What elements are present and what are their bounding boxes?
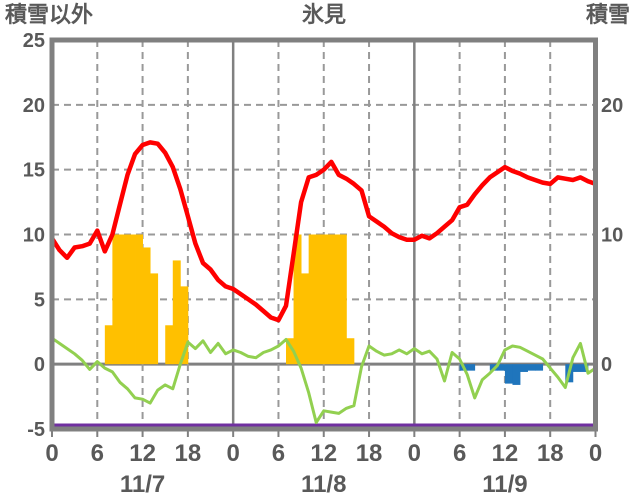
blue-bars-bar bbox=[520, 364, 528, 372]
right-axis-title: 積雪 bbox=[585, 2, 630, 27]
chart-title: 氷見 bbox=[301, 2, 346, 27]
blue-bars-bar bbox=[535, 364, 544, 371]
hour-tick-label: 12 bbox=[310, 440, 337, 467]
orange-bars-bar bbox=[165, 325, 174, 365]
hour-tick-label: 0 bbox=[226, 440, 239, 467]
red-line bbox=[49, 140, 598, 323]
orange-bars-bar bbox=[135, 234, 143, 365]
plot-frame bbox=[49, 37, 598, 432]
hour-tick-label: 18 bbox=[537, 440, 564, 467]
date-label: 11/8 bbox=[301, 471, 346, 498]
hour-tick-label: 0 bbox=[408, 440, 421, 467]
left-axis-tick-label: 20 bbox=[23, 95, 45, 117]
orange-bars-bar bbox=[323, 234, 332, 365]
orange-bars-bar bbox=[142, 247, 151, 365]
hour-tick-label: 18 bbox=[175, 440, 202, 467]
blue-bars-bar bbox=[497, 364, 506, 371]
orange-bars-bar bbox=[293, 234, 302, 365]
axis-labels: 2520151050-56050403020100061218061218061… bbox=[23, 30, 624, 498]
left-axis-tick-label: -5 bbox=[27, 419, 45, 441]
orange-bars-bar bbox=[127, 234, 136, 365]
green-line-series bbox=[50, 336, 597, 424]
orange-bars-bar bbox=[180, 286, 189, 365]
orange-bars-series bbox=[104, 234, 355, 365]
blue-bars-bar bbox=[467, 364, 476, 371]
axes bbox=[49, 37, 598, 437]
orange-bars-bar bbox=[331, 234, 340, 365]
right-axis-tick-label: 10 bbox=[601, 225, 623, 247]
blue-bars-bar bbox=[512, 364, 521, 385]
green-line bbox=[50, 336, 597, 424]
left-axis-tick-label: 5 bbox=[34, 289, 45, 311]
hour-tick-label: 0 bbox=[45, 440, 58, 467]
date-label: 11/9 bbox=[482, 471, 527, 498]
date-label: 11/7 bbox=[120, 471, 165, 498]
orange-bars-bar bbox=[338, 234, 347, 365]
left-axis-tick-label: 10 bbox=[23, 225, 45, 247]
left-axis-tick-label: 25 bbox=[23, 30, 45, 52]
orange-bars-bar bbox=[112, 234, 121, 365]
hour-tick-label: 0 bbox=[589, 440, 602, 467]
blue-bars-bar bbox=[504, 364, 513, 384]
left-axis-tick-label: 15 bbox=[23, 160, 45, 182]
left-axis-tick-label: 0 bbox=[34, 354, 45, 376]
orange-bars-bar bbox=[172, 260, 181, 365]
right-axis-tick-label: 0 bbox=[601, 354, 612, 376]
blue-bars-bar bbox=[580, 364, 589, 372]
hour-tick-label: 12 bbox=[492, 440, 519, 467]
red-line-series bbox=[49, 140, 598, 323]
hour-tick-label: 12 bbox=[129, 440, 156, 467]
orange-bars-bar bbox=[150, 273, 159, 365]
orange-bars-bar bbox=[286, 338, 294, 365]
hour-tick-label: 6 bbox=[272, 440, 285, 467]
blue-bars-bar bbox=[572, 364, 581, 372]
orange-bars-bar bbox=[316, 234, 325, 365]
left-axis-title: 積雪以外 bbox=[5, 2, 94, 27]
orange-bars-bar bbox=[346, 338, 355, 365]
orange-bars-bar bbox=[308, 234, 317, 365]
orange-bars-bar bbox=[119, 234, 128, 365]
orange-bars-bar bbox=[104, 325, 113, 365]
hour-tick-label: 18 bbox=[356, 440, 383, 467]
right-axis-tick-label: 20 bbox=[601, 95, 623, 117]
hour-tick-label: 6 bbox=[91, 440, 104, 467]
orange-bars-bar bbox=[301, 273, 310, 365]
blue-bars-bar bbox=[527, 364, 536, 371]
hour-tick-label: 6 bbox=[453, 440, 466, 467]
